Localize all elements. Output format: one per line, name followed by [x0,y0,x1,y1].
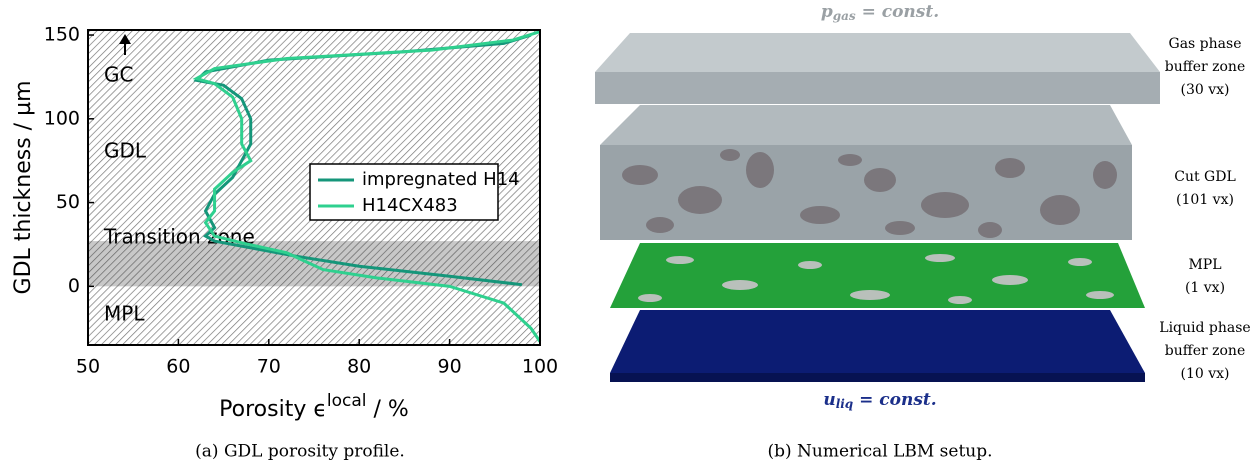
x-tick-label: 70 [257,356,281,378]
layer-label: (101 vx) [1176,192,1234,208]
caption: (a) GDL porosity profile. [195,442,405,462]
condition-part: p [821,2,833,22]
diagram: pgas = const.uliq = const.Gas phasebuffe… [595,2,1251,411]
condition-part: = const. [856,2,939,22]
zone-label: GDL [104,139,147,163]
y-tick-label: 50 [56,191,80,213]
zone-label: GC [104,63,133,87]
figure: GCGDLTransition zoneMPL50607080901000501… [0,0,1254,466]
x-axis-label-part: / % [367,397,409,422]
zone-label: MPL [104,302,145,326]
y-tick-label: 0 [68,275,80,297]
layer-label: buffer zone [1165,59,1245,75]
layer-label: Cut GDL [1174,169,1236,185]
condition-part: = const. [853,390,936,410]
x-tick-label: 80 [347,356,371,378]
legend-label: impregnated H14 [362,169,520,190]
condition-part: u [823,390,835,410]
x-axis-label-part: local [327,391,367,411]
slab-top [600,105,1132,145]
x-tick-label: 100 [522,356,558,378]
layer-label: MPL [1188,257,1221,273]
slab-front [600,145,1132,240]
boundary-condition: pgas = const. [821,2,939,23]
layer-label: Gas phase [1169,36,1242,52]
condition-part: gas [833,9,856,23]
x-tick-label: 50 [76,356,100,378]
layer-label: Liquid phase [1159,320,1250,336]
x-axis-label-part: Porosity ϵ [219,397,327,422]
condition-part: liq [836,397,854,411]
slab-top [610,310,1145,373]
slab-front [595,72,1160,104]
layer-label: (1 vx) [1185,280,1225,296]
x-axis-label: Porosity ϵlocal / % [219,391,409,422]
layer-label: (10 vx) [1181,366,1230,382]
legend-label: H14CX483 [362,195,458,216]
caption: (b) Numerical LBM setup. [767,442,992,462]
boundary-condition: uliq = const. [823,390,936,411]
y-tick-label: 150 [44,24,80,46]
layer-label: (30 vx) [1181,82,1230,98]
layer-label: buffer zone [1165,343,1245,359]
slab-top [595,33,1160,72]
x-tick-label: 60 [166,356,190,378]
y-axis-label: GDL thickness / µm [11,81,36,295]
slab-front [610,373,1145,382]
x-tick-label: 90 [438,356,462,378]
y-tick-label: 100 [44,107,80,129]
